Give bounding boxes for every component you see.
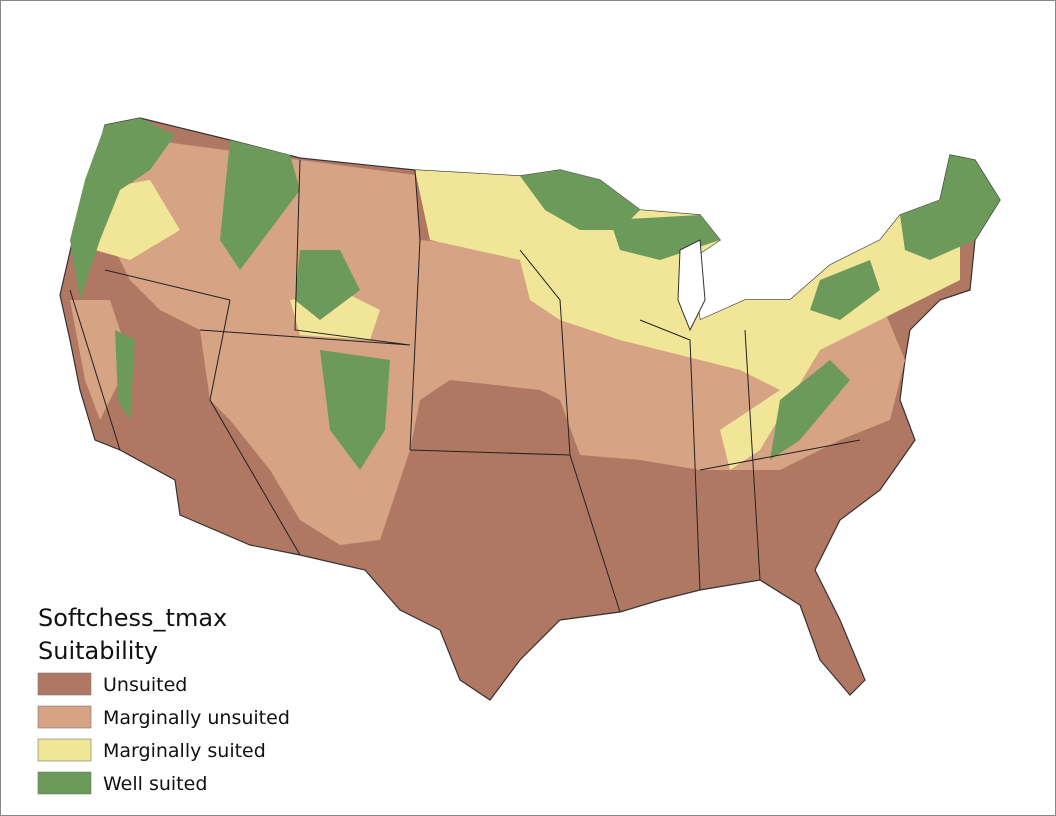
legend-swatch xyxy=(37,672,92,696)
legend-label: Marginally unsuited xyxy=(103,707,290,729)
legend-label: Well suited xyxy=(103,773,207,795)
region-well-suited xyxy=(115,330,135,420)
region-well-suited xyxy=(70,118,175,300)
lake-michigan xyxy=(677,239,706,332)
legend-title: Softchess_tmax xyxy=(38,604,227,632)
region-well-suited xyxy=(770,360,850,460)
region-well-suited xyxy=(295,250,360,320)
us-map xyxy=(59,117,1001,701)
region-well-suited xyxy=(220,140,300,270)
legend-swatch xyxy=(37,771,92,795)
region-marginally-unsuited xyxy=(110,140,905,545)
legend: Softchess_tmax Suitability Unsuited Margi… xyxy=(37,604,290,795)
legend-label: Marginally suited xyxy=(103,740,266,762)
region-well-suited xyxy=(900,155,1000,260)
legend-swatch xyxy=(37,738,92,762)
legend-swatch xyxy=(37,705,92,729)
legend-title: Suitability xyxy=(38,637,158,665)
region-well-suited xyxy=(810,260,880,320)
region-well-suited xyxy=(320,350,390,470)
legend-label: Unsuited xyxy=(103,674,187,696)
region-well-suited xyxy=(520,170,640,230)
state-borders xyxy=(69,159,861,613)
